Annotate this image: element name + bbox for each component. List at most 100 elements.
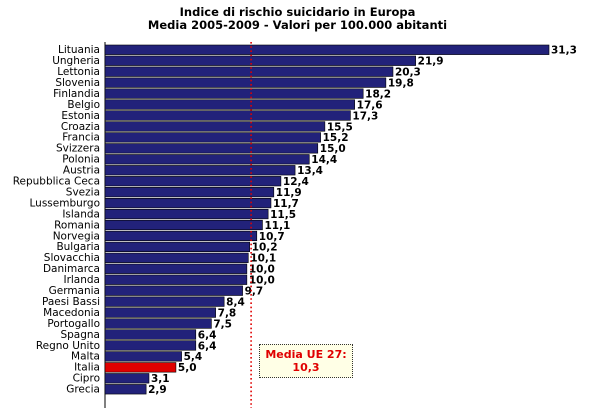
value-label: 15,0 bbox=[320, 143, 346, 155]
bar bbox=[104, 384, 147, 395]
bar bbox=[104, 219, 263, 231]
bar bbox=[104, 99, 355, 110]
value-label: 19,8 bbox=[388, 77, 414, 89]
bar bbox=[104, 373, 150, 384]
value-label: 13,4 bbox=[297, 165, 323, 177]
category-label: Lussemburgo bbox=[30, 197, 101, 209]
value-label: 5,0 bbox=[178, 362, 197, 374]
category-label: Slovacchia bbox=[44, 252, 100, 264]
bar bbox=[104, 340, 197, 351]
category-label: Portogallo bbox=[47, 318, 100, 330]
bar bbox=[104, 110, 351, 121]
category-label: Polonia bbox=[62, 154, 100, 166]
value-label: 11,5 bbox=[270, 209, 296, 221]
value-label: 9,7 bbox=[245, 286, 264, 298]
annotation-line-1: Media UE 27: bbox=[265, 348, 347, 361]
bar bbox=[104, 198, 272, 209]
bar bbox=[104, 362, 177, 373]
chart-subtitle: Media 2005-2009 - Valori per 100.000 abi… bbox=[147, 18, 448, 32]
value-label: 3,1 bbox=[151, 373, 170, 385]
bar bbox=[104, 329, 197, 340]
category-label: Estonia bbox=[61, 110, 100, 122]
value-label: 11,1 bbox=[264, 220, 290, 232]
category-label: Norvegia bbox=[53, 230, 100, 242]
value-label: 7,8 bbox=[218, 307, 237, 319]
bar bbox=[104, 285, 243, 296]
value-label: 12,4 bbox=[283, 176, 309, 188]
category-label: Belgio bbox=[67, 99, 100, 111]
bar bbox=[104, 121, 326, 132]
bar bbox=[104, 318, 212, 329]
category-label: Svizzera bbox=[56, 143, 100, 155]
category-label: Romania bbox=[54, 219, 100, 231]
category-label: Bulgaria bbox=[56, 241, 100, 253]
category-label: Slovenia bbox=[55, 77, 100, 89]
category-label: Grecia bbox=[66, 384, 100, 396]
category-label: Lituania bbox=[58, 44, 100, 56]
category-label: Malta bbox=[71, 351, 100, 363]
category-label: Repubblica Ceca bbox=[13, 176, 100, 188]
bar bbox=[104, 208, 269, 220]
value-label: 21,9 bbox=[418, 56, 444, 68]
value-label: 17,6 bbox=[357, 99, 383, 111]
bar bbox=[104, 296, 225, 307]
annotation-line-2: 10,3 bbox=[292, 361, 320, 374]
bar bbox=[104, 351, 182, 362]
value-label: 6,4 bbox=[198, 329, 217, 341]
value-label: 11,9 bbox=[276, 187, 302, 199]
bar bbox=[104, 263, 248, 274]
value-label: 11,7 bbox=[273, 198, 299, 210]
value-label: 17,3 bbox=[352, 110, 378, 122]
category-label: Islanda bbox=[62, 208, 100, 220]
bar bbox=[104, 241, 250, 253]
value-label: 10,0 bbox=[249, 275, 275, 287]
category-label: Finlandia bbox=[53, 88, 100, 100]
category-label: Paesi Bassi bbox=[42, 296, 100, 308]
bar bbox=[104, 252, 249, 263]
category-label: Danimarca bbox=[43, 263, 100, 275]
value-label: 18,2 bbox=[365, 88, 391, 100]
value-label: 2,9 bbox=[148, 384, 167, 396]
value-label: 15,2 bbox=[323, 132, 349, 144]
category-label: Lettonia bbox=[57, 66, 100, 78]
category-label: Irlanda bbox=[63, 274, 100, 286]
bar bbox=[104, 165, 296, 176]
category-label: Cipro bbox=[73, 373, 100, 385]
bar bbox=[104, 187, 275, 198]
bar bbox=[104, 154, 310, 165]
bar bbox=[104, 55, 416, 66]
value-label: 5,4 bbox=[184, 351, 203, 363]
value-label: 10,2 bbox=[252, 242, 278, 254]
bar bbox=[104, 44, 550, 55]
bar bbox=[104, 230, 258, 242]
category-label: Germania bbox=[49, 285, 100, 297]
value-label: 10,1 bbox=[250, 253, 276, 265]
value-label: 15,5 bbox=[327, 121, 353, 133]
bar bbox=[104, 274, 248, 285]
value-label: 31,3 bbox=[551, 45, 577, 57]
category-label: Ungheria bbox=[52, 55, 100, 67]
category-label: Croazia bbox=[61, 121, 100, 133]
value-label: 7,5 bbox=[213, 318, 232, 330]
category-label: Italia bbox=[74, 362, 100, 374]
value-label: 14,4 bbox=[311, 154, 337, 166]
category-label: Regno Unito bbox=[36, 340, 100, 352]
value-label: 8,4 bbox=[226, 296, 245, 308]
category-label: Francia bbox=[62, 132, 100, 144]
category-label: Austria bbox=[63, 165, 100, 177]
value-label: 10,7 bbox=[259, 231, 285, 243]
value-label: 10,0 bbox=[249, 264, 275, 276]
value-label: 6,4 bbox=[198, 340, 217, 352]
bar bbox=[104, 66, 394, 77]
category-label: Svezia bbox=[66, 186, 100, 198]
value-label: 20,3 bbox=[395, 67, 421, 79]
bar bbox=[104, 88, 364, 99]
bar bbox=[104, 77, 387, 88]
category-label: Macedonia bbox=[43, 307, 100, 319]
eu-average-annotation: Media UE 27: 10,3 bbox=[259, 344, 353, 378]
bar bbox=[104, 176, 282, 187]
bar bbox=[104, 307, 216, 318]
category-label: Spagna bbox=[60, 329, 100, 341]
